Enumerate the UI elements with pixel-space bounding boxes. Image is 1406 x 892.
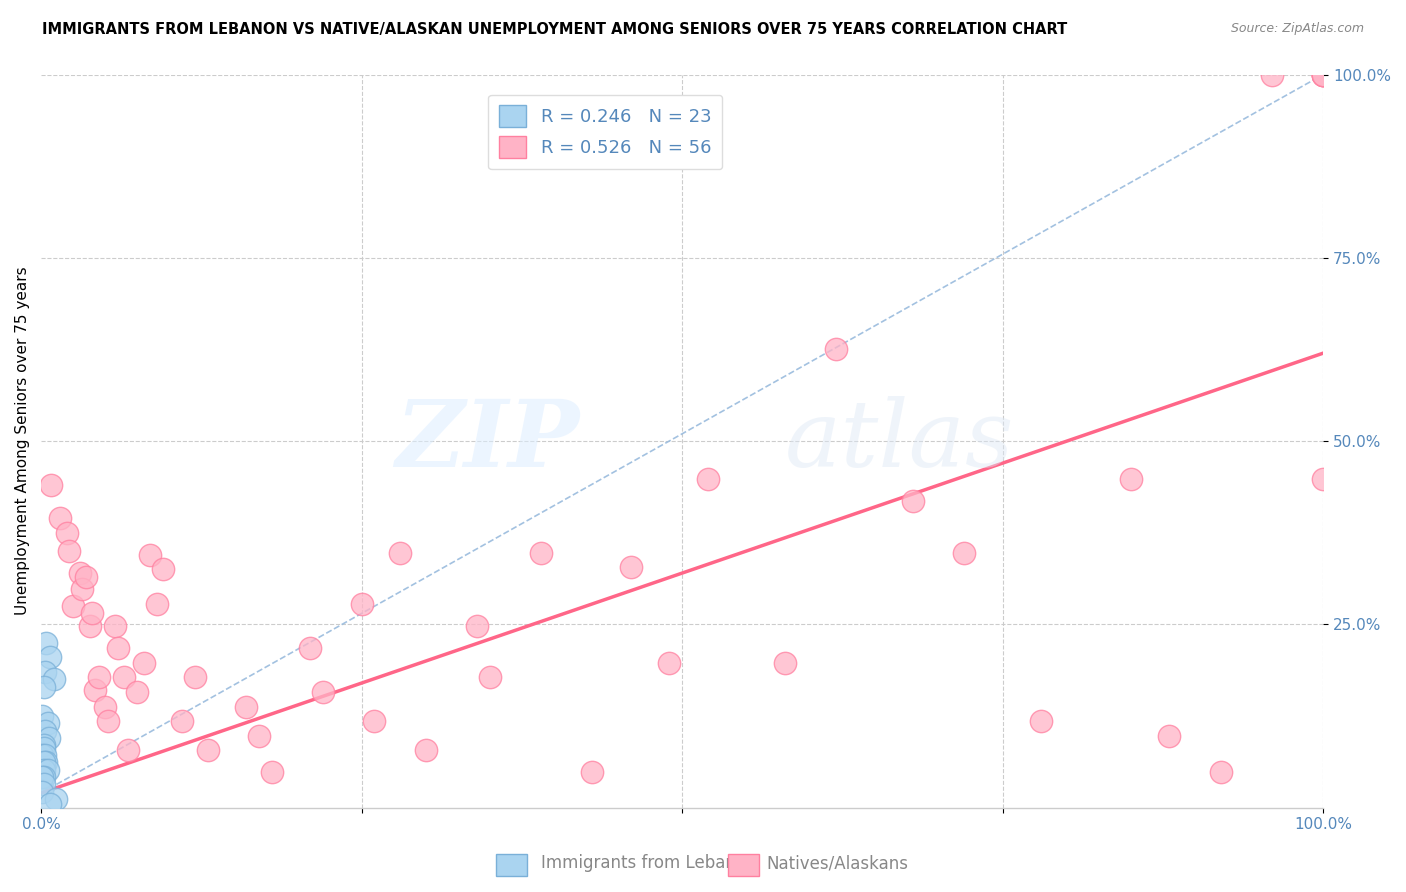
Point bbox=[1031, 714, 1053, 728]
Point bbox=[953, 545, 976, 559]
Text: ZIP: ZIP bbox=[395, 396, 579, 486]
Text: Source: ZipAtlas.com: Source: ZipAtlas.com bbox=[1230, 22, 1364, 36]
Point bbox=[1312, 68, 1334, 82]
Point bbox=[478, 670, 501, 684]
Point bbox=[37, 763, 59, 777]
Text: IMMIGRANTS FROM LEBANON VS NATIVE/ALASKAN UNEMPLOYMENT AMONG SENIORS OVER 75 YEA: IMMIGRANTS FROM LEBANON VS NATIVE/ALASKA… bbox=[42, 22, 1067, 37]
Point bbox=[37, 716, 59, 731]
Point bbox=[31, 747, 53, 762]
Point bbox=[1159, 729, 1181, 743]
Point bbox=[117, 743, 139, 757]
Text: Immigrants from Lebanon: Immigrants from Lebanon bbox=[541, 855, 756, 872]
Point bbox=[1312, 68, 1334, 82]
Point bbox=[42, 673, 65, 687]
Point bbox=[139, 548, 162, 562]
Point bbox=[1119, 472, 1142, 486]
Point bbox=[107, 640, 129, 655]
Point bbox=[84, 683, 107, 698]
Point bbox=[132, 656, 155, 670]
Point bbox=[901, 494, 924, 508]
Point bbox=[32, 777, 55, 791]
Point bbox=[658, 656, 681, 670]
Point bbox=[49, 511, 72, 525]
Point bbox=[38, 731, 60, 745]
Point bbox=[32, 740, 55, 755]
Text: Natives/Alaskans: Natives/Alaskans bbox=[766, 855, 908, 872]
Point bbox=[32, 770, 55, 784]
Text: atlas: atlas bbox=[785, 396, 1014, 486]
Point bbox=[32, 763, 55, 777]
Point bbox=[145, 597, 167, 611]
Point bbox=[235, 699, 257, 714]
Point bbox=[31, 784, 53, 798]
Point bbox=[32, 739, 55, 753]
Point bbox=[69, 566, 91, 580]
Point bbox=[350, 597, 373, 611]
Point bbox=[94, 699, 117, 714]
Point bbox=[1312, 68, 1334, 82]
Point bbox=[389, 545, 412, 559]
Point bbox=[39, 797, 62, 811]
Point bbox=[1261, 68, 1284, 82]
Point bbox=[415, 743, 437, 757]
Point bbox=[34, 747, 56, 762]
Point bbox=[32, 756, 55, 770]
Point bbox=[41, 478, 63, 492]
Point bbox=[1209, 765, 1232, 780]
Point bbox=[45, 792, 67, 806]
Point bbox=[55, 525, 77, 540]
Point bbox=[1312, 68, 1334, 82]
Point bbox=[104, 619, 127, 633]
Point bbox=[1312, 472, 1334, 486]
Point bbox=[197, 743, 219, 757]
Y-axis label: Unemployment Among Seniors over 75 years: Unemployment Among Seniors over 75 years bbox=[15, 267, 30, 615]
Point bbox=[70, 582, 93, 597]
Point bbox=[465, 619, 488, 633]
Point bbox=[114, 670, 136, 684]
Point bbox=[97, 714, 120, 728]
Point bbox=[172, 714, 194, 728]
Legend: R = 0.246   N = 23, R = 0.526   N = 56: R = 0.246 N = 23, R = 0.526 N = 56 bbox=[488, 95, 723, 169]
Point bbox=[184, 670, 207, 684]
Point bbox=[75, 570, 97, 584]
Point bbox=[82, 607, 104, 621]
Point bbox=[62, 599, 84, 613]
Point bbox=[825, 343, 848, 357]
Point bbox=[39, 650, 62, 665]
Point bbox=[34, 665, 56, 679]
Point bbox=[299, 640, 322, 655]
Point bbox=[35, 756, 58, 770]
Point bbox=[696, 472, 718, 486]
Point bbox=[152, 562, 174, 576]
Point bbox=[35, 636, 58, 650]
Point bbox=[581, 765, 603, 780]
Point bbox=[58, 544, 80, 558]
Point bbox=[34, 723, 56, 738]
Point bbox=[247, 729, 270, 743]
Point bbox=[773, 656, 796, 670]
Point bbox=[31, 709, 53, 723]
Point bbox=[87, 670, 110, 684]
Point bbox=[363, 714, 385, 728]
Point bbox=[260, 765, 283, 780]
Point bbox=[31, 770, 53, 784]
Point bbox=[79, 619, 101, 633]
Point bbox=[530, 545, 553, 559]
Point bbox=[620, 560, 643, 574]
Point bbox=[32, 680, 55, 694]
Point bbox=[312, 685, 335, 699]
Point bbox=[127, 685, 149, 699]
